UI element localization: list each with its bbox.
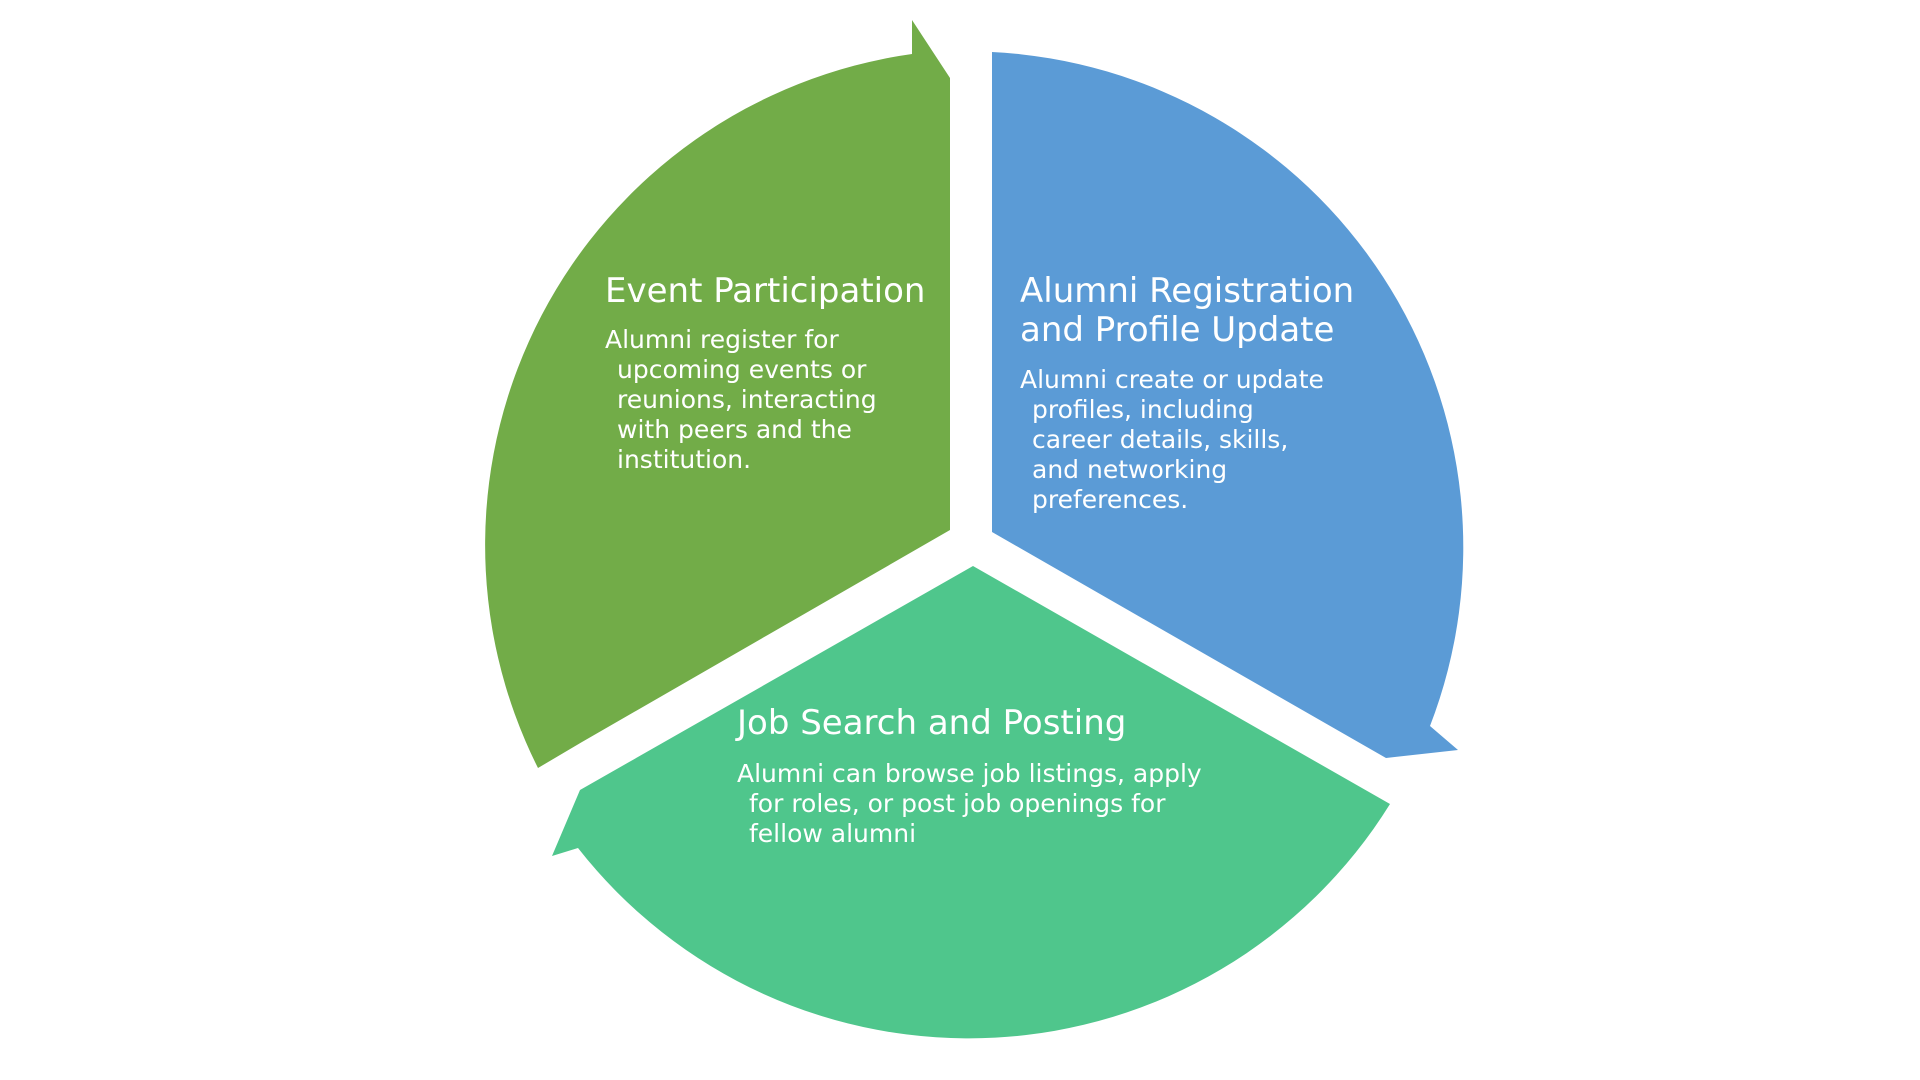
segment-job-search: Job Search and Posting Alumni can browse… [552, 566, 1390, 1039]
segment-alumni-registration: Alumni Registration and Profile Update A… [992, 52, 1464, 758]
job-search-title: Job Search and Posting [735, 703, 1126, 743]
job-search-description: Alumni can browse job listings, apply fo… [737, 759, 1210, 848]
event-participation-description: Alumni register for upcoming events or r… [605, 325, 885, 474]
event-participation-title: Event Participation [605, 271, 925, 311]
segment-job-search-arrow [552, 566, 1390, 1039]
segment-alumni-registration-arrow [992, 52, 1464, 758]
alumni-registration-description: Alumni create or update profiles, includ… [1020, 365, 1332, 514]
alumni-registration-title: Alumni Registration and Profile Update [1020, 271, 1365, 350]
segment-event-participation-arrow [485, 20, 950, 768]
segment-event-participation: Event Participation Alumni register for … [485, 20, 950, 768]
